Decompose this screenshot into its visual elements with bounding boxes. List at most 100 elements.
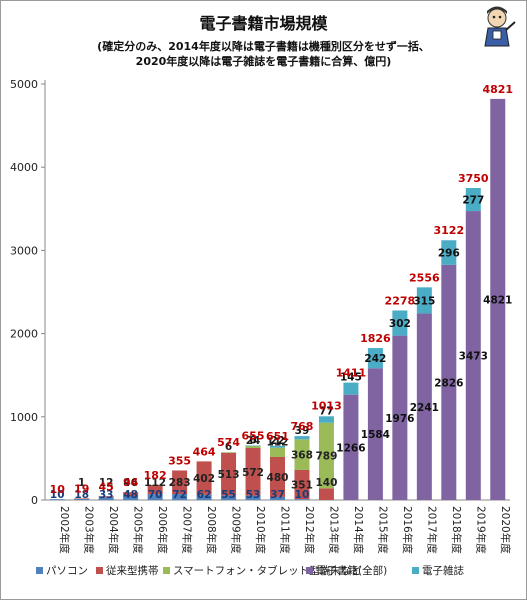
bar-segment-smartphone_tablet [294,439,310,470]
x-tick-label: 2004年度 [107,506,120,554]
legend-label: 電子雑誌 [422,564,464,577]
total-label: 651 [266,430,289,443]
bar-segment-emagazine [343,382,359,395]
bar-segment-ebook_all [490,98,506,501]
bar-segment-feature_phone [74,498,90,500]
bar-segment-emagazine [367,348,383,369]
y-tick-label: 0 [31,494,38,507]
data-label-ebook_all: 2241 [410,402,439,414]
data-label-feature_phone: 112 [144,477,166,489]
y-tick-label: 1000 [10,411,38,424]
bar-segment-emagazine [465,188,481,212]
data-label-emagazine: 22 [270,435,285,447]
x-tick-label: 2010年度 [254,506,267,554]
total-label: 1826 [360,332,391,345]
bar-segment-feature_phone [196,461,212,495]
chart-subtitle-line2: 2020年度以降は電子雑誌を電子書籍に合算、億円) [135,55,392,68]
total-label: 574 [217,436,240,449]
x-tick-label: 2005年度 [132,506,145,554]
x-tick-label: 2007年度 [181,506,194,554]
bar-segment-pc [221,495,237,500]
total-label: 4821 [482,83,513,96]
data-label-emagazine: 6 [249,435,256,447]
bar-segment-feature_phone [221,452,237,496]
data-label-emagazine: 296 [438,248,460,260]
total-label: 1411 [336,367,367,380]
bar-segment-pc [74,498,90,500]
bar-segment-feature_phone [98,496,114,498]
data-label-pc: 18 [74,489,89,501]
bar-segment-emagazine [392,310,408,336]
data-label-pc: 10 [295,489,310,501]
total-label: 655 [242,430,265,443]
x-tick-label: 2011年度 [279,506,292,554]
total-label: 94 [123,476,139,489]
data-label-emagazine: 315 [413,295,435,307]
bar-segment-ebook_all [392,335,408,500]
data-label-ebook_all: 1266 [336,442,365,454]
data-label-feature_phone: 12 [99,477,114,489]
data-label-ebook_all: 4821 [483,294,512,306]
data-label-feature_phone: 572 [242,467,264,479]
x-tick-label: 2015年度 [376,506,389,554]
data-label-ebook_all: 1584 [361,429,390,441]
bar-segment-emagazine [245,445,261,447]
data-label-pc: 53 [246,489,261,501]
chart-subtitle-line1: (確定分のみ、2014年度以降は電子書籍は機種別区分をせず一括、 [97,40,430,53]
data-label-ebook_all: 1976 [385,413,414,425]
bar-segment-pc [49,499,65,500]
total-label: 10 [50,483,66,496]
data-label-feature_phone: 283 [169,477,191,489]
bar-segment-emagazine [270,445,285,448]
data-label-pc: 72 [172,489,187,501]
bar-segment-ebook_all [367,368,383,500]
data-label-feature_phone: 513 [218,469,240,481]
data-label-emagazine: 39 [295,425,310,437]
y-tick-label: 2000 [10,328,38,341]
x-tick-label: 2013年度 [327,506,340,554]
data-label-smartphone_tablet: 24 [246,435,261,447]
bar-segment-pc [245,495,261,500]
bar-segment-emagazine [318,416,334,423]
total-label: 19 [74,482,89,495]
bar-segment-ebook_all [465,211,481,501]
x-tick-label: 2006年度 [156,506,169,554]
legend-swatch [412,567,419,574]
bar-segment-pc [98,497,114,500]
data-label-smartphone_tablet: 368 [291,450,313,462]
bar-segment-feature_phone [245,448,261,496]
data-label-smartphone_tablet: 6 [225,441,232,453]
legend-label: 電子書籍(全部) [316,564,387,577]
data-label-pc: 48 [123,489,138,501]
legend-label: 従来型携帯 [106,564,159,577]
x-tick-label: 2009年度 [230,506,243,554]
data-label-emagazine: 145 [340,372,362,384]
data-label-feature_phone: 480 [267,472,289,484]
bar-segment-emagazine [294,436,310,440]
bar-segment-feature_phone [270,456,285,497]
data-label-pc: 10 [50,489,65,501]
total-label: 2278 [385,294,416,307]
total-label: 768 [290,420,313,433]
bar-segment-pc [294,499,310,500]
data-label-ebook_all: 3473 [459,351,488,363]
y-tick-label: 4000 [10,161,38,174]
bar-segment-feature_phone [147,484,163,495]
data-label-feature_phone: 402 [193,473,215,485]
total-label: 45 [99,480,114,493]
data-label-feature_phone: 1 [78,477,85,489]
y-tick-label: 3000 [10,244,38,257]
x-tick-label: 2017年度 [425,506,438,554]
x-tick-label: 2008年度 [205,506,218,554]
data-label-feature_phone: 351 [291,480,313,492]
bar-segment-smartphone_tablet [318,422,334,489]
total-label: 2556 [409,271,440,284]
data-label-feature_phone: 46 [123,477,138,489]
data-label-smartphone_tablet: 789 [315,451,337,463]
data-label-pc: 62 [197,489,212,501]
bar-segment-feature_phone [318,488,334,500]
x-tick-label: 2014年度 [352,506,365,554]
data-label-smartphone_tablet: 112 [267,437,289,449]
legend-label: スマートフォン・タブレット型端末など [173,564,362,577]
bar-segment-pc [147,494,163,500]
